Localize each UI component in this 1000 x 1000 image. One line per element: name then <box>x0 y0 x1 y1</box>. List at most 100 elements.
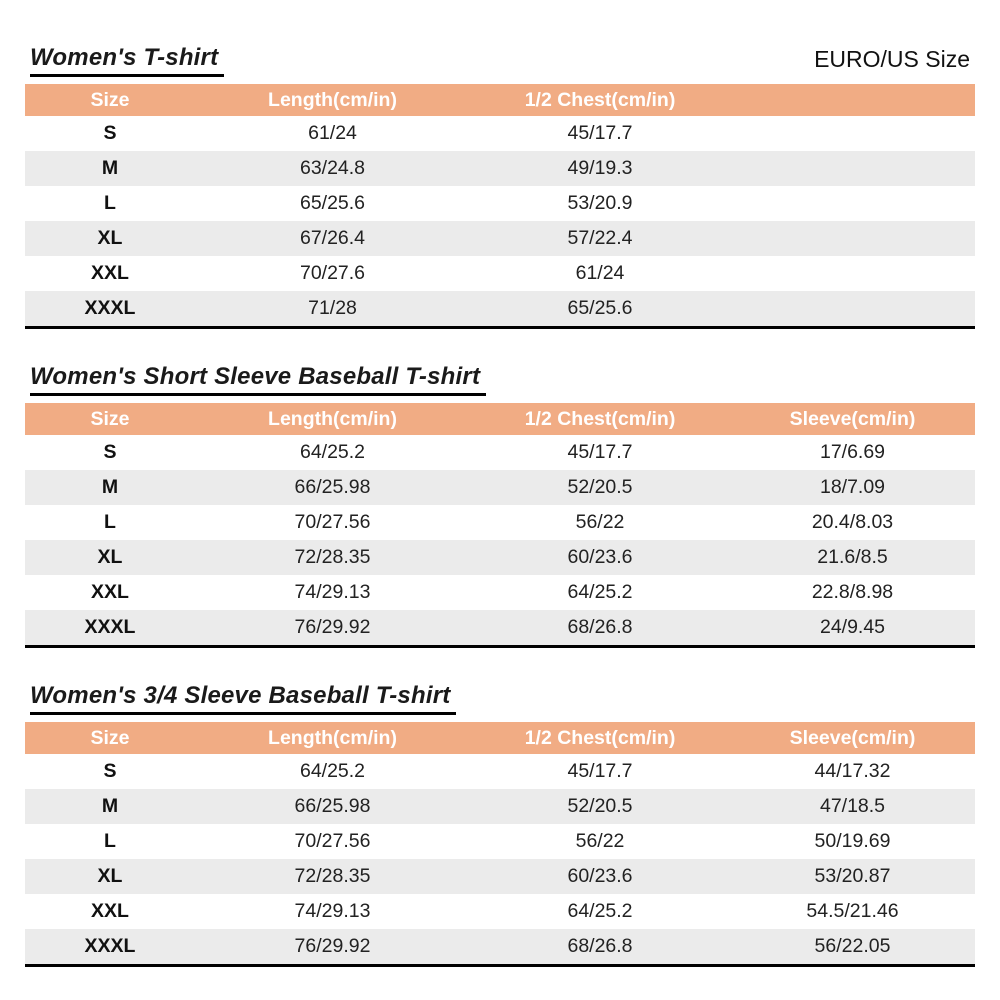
cell-sleeve: 22.8/8.98 <box>811 581 894 603</box>
cell-length: 76/29.92 <box>294 616 371 638</box>
title-row: Women's T-shirt EURO/US Size <box>25 44 975 77</box>
header-cell-length: Length(cm/in) <box>268 726 397 749</box>
cell-chest: 49/19.3 <box>567 157 633 179</box>
cell-sleeve: 18/7.09 <box>819 476 886 498</box>
cell-length: 64/25.2 <box>299 441 366 463</box>
table-row-s: S 64/25.2 45/17.7 17/6.69 <box>25 435 975 470</box>
cell-size: XXXL <box>84 616 136 638</box>
cell-chest: 64/25.2 <box>567 900 633 922</box>
table-title-text: Women's 3/4 Sleeve Baseball T-shirt <box>30 682 457 715</box>
table-header-row: Size Length(cm/in) 1/2 Chest(cm/in) Slee… <box>25 722 975 754</box>
table-row-m: M 66/25.98 52/20.5 47/18.5 <box>25 789 975 824</box>
header-cell-chest: 1/2 Chest(cm/in) <box>524 407 676 430</box>
header-cell-length: Length(cm/in) <box>268 88 397 111</box>
table-row-l: L 70/27.56 56/22 20.4/8.03 <box>25 505 975 540</box>
cell-size: L <box>104 511 116 533</box>
table-row-xxl: XXL 74/29.13 64/25.2 54.5/21.46 <box>25 894 975 929</box>
cell-chest: 68/26.8 <box>567 935 633 957</box>
cell-sleeve: 54.5/21.46 <box>806 900 899 922</box>
table-title-three-quarter-sleeve: Women's 3/4 Sleeve Baseball T-shirt <box>30 682 457 715</box>
cell-length: 74/29.13 <box>294 900 371 922</box>
cell-length: 74/29.13 <box>294 581 371 603</box>
table-row-l: L 70/27.56 56/22 50/19.69 <box>25 824 975 859</box>
cell-sleeve: 44/17.32 <box>814 760 891 782</box>
table-short-sleeve-baseball: Size Length(cm/in) 1/2 Chest(cm/in) Slee… <box>25 403 975 648</box>
table-row-s: S 61/24 45/17.7 <box>25 116 975 151</box>
table-row-xxl: XXL 70/27.6 61/24 <box>25 256 975 291</box>
cell-size: L <box>104 192 116 214</box>
table-title-short-sleeve: Women's Short Sleeve Baseball T-shirt <box>30 363 487 396</box>
table-row-xxxl: XXXL 76/29.92 68/26.8 56/22.05 <box>25 929 975 964</box>
table-row-xl: XL 67/26.4 57/22.4 <box>25 221 975 256</box>
table-title-text: Women's Short Sleeve Baseball T-shirt <box>30 363 487 396</box>
header-cell-sleeve: Sleeve(cm/in) <box>789 726 916 749</box>
cell-length: 70/27.6 <box>299 262 366 284</box>
cell-chest: 52/20.5 <box>567 795 633 817</box>
cell-length: 66/25.98 <box>294 795 371 817</box>
cell-size: XXL <box>91 900 129 922</box>
cell-sleeve: 47/18.5 <box>819 795 886 817</box>
table-title-text: Women's T-shirt <box>30 44 225 77</box>
cell-chest: 65/25.6 <box>567 297 633 319</box>
table-header-row: Size Length(cm/in) 1/2 Chest(cm/in) Slee… <box>25 403 975 435</box>
cell-size: XL <box>97 227 123 249</box>
cell-chest: 60/23.6 <box>567 546 633 568</box>
cell-sleeve: 17/6.69 <box>819 441 886 463</box>
section-womens-tshirt: Women's T-shirt EURO/US Size Size Length… <box>25 44 975 329</box>
cell-size: XXXL <box>84 297 136 319</box>
cell-sleeve: 21.6/8.5 <box>817 546 888 568</box>
header-cell-size: Size <box>90 726 130 749</box>
table-body: S 64/25.2 45/17.7 44/17.32 M 66/25.98 52… <box>25 754 975 964</box>
cell-chest: 56/22 <box>575 511 625 533</box>
cell-chest: 52/20.5 <box>567 476 633 498</box>
cell-length: 71/28 <box>308 297 357 319</box>
cell-length: 67/26.4 <box>299 227 366 249</box>
size-standard-label: EURO/US Size <box>814 46 970 72</box>
cell-size: S <box>103 760 117 782</box>
title-row: Women's 3/4 Sleeve Baseball T-shirt <box>25 682 975 715</box>
cell-chest: 60/23.6 <box>567 865 633 887</box>
size-chart-page: Women's T-shirt EURO/US Size Size Length… <box>25 44 975 967</box>
cell-size: XL <box>97 546 123 568</box>
cell-sleeve: 56/22.05 <box>814 935 891 957</box>
cell-length: 61/24 <box>308 122 357 144</box>
cell-chest: 45/17.7 <box>567 760 633 782</box>
cell-size: M <box>101 795 119 817</box>
table-row-m: M 63/24.8 49/19.3 <box>25 151 975 186</box>
cell-size: M <box>101 157 119 179</box>
cell-size: XXXL <box>84 935 136 957</box>
cell-size: XXL <box>91 262 129 284</box>
table-row-s: S 64/25.2 45/17.7 44/17.32 <box>25 754 975 789</box>
cell-size: S <box>103 441 117 463</box>
table-three-quarter-sleeve-baseball: Size Length(cm/in) 1/2 Chest(cm/in) Slee… <box>25 722 975 967</box>
cell-size: M <box>101 476 119 498</box>
cell-length: 65/25.6 <box>299 192 366 214</box>
table-body: S 61/24 45/17.7 M 63/24.8 49/19.3 L 65/2… <box>25 116 975 326</box>
cell-chest: 53/20.9 <box>567 192 633 214</box>
table-row-xxxl: XXXL 71/28 65/25.6 <box>25 291 975 326</box>
cell-length: 64/25.2 <box>299 760 366 782</box>
cell-chest: 61/24 <box>575 262 625 284</box>
cell-sleeve: 50/19.69 <box>814 830 891 852</box>
header-cell-size: Size <box>90 88 130 111</box>
title-row: Women's Short Sleeve Baseball T-shirt <box>25 363 975 396</box>
header-cell-length: Length(cm/in) <box>268 407 397 430</box>
header-cell-chest: 1/2 Chest(cm/in) <box>524 88 676 111</box>
table-row-m: M 66/25.98 52/20.5 18/7.09 <box>25 470 975 505</box>
cell-chest: 64/25.2 <box>567 581 633 603</box>
table-body: S 64/25.2 45/17.7 17/6.69 M 66/25.98 52/… <box>25 435 975 645</box>
cell-chest: 45/17.7 <box>567 122 633 144</box>
cell-length: 70/27.56 <box>294 511 371 533</box>
cell-length: 72/28.35 <box>294 546 371 568</box>
cell-length: 72/28.35 <box>294 865 371 887</box>
cell-chest: 57/22.4 <box>567 227 633 249</box>
header-cell-chest: 1/2 Chest(cm/in) <box>524 726 676 749</box>
table-row-xxxl: XXXL 76/29.92 68/26.8 24/9.45 <box>25 610 975 645</box>
cell-length: 63/24.8 <box>299 157 366 179</box>
cell-length: 66/25.98 <box>294 476 371 498</box>
cell-size: L <box>104 830 116 852</box>
header-cell-sleeve: Sleeve(cm/in) <box>789 407 916 430</box>
cell-chest: 56/22 <box>575 830 625 852</box>
cell-chest: 45/17.7 <box>567 441 633 463</box>
cell-length: 76/29.92 <box>294 935 371 957</box>
